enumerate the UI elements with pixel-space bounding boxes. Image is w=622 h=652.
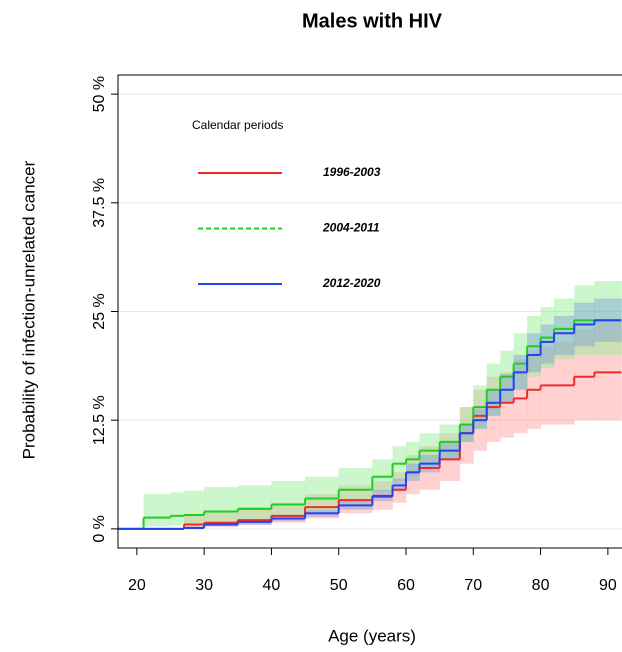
confidence-band: [459, 407, 474, 464]
x-tick-label: 60: [397, 577, 415, 594]
y-tick-label: 0 %: [91, 515, 108, 543]
confidence-band: [406, 454, 420, 495]
legend-label: 2004-2011: [322, 221, 380, 235]
legend-label: 2012-2020: [322, 276, 381, 290]
legend-title: Calendar periods: [192, 118, 283, 132]
chart-title: Males with HIV: [302, 10, 443, 32]
y-tick-label: 25 %: [91, 293, 108, 329]
confidence-band: [594, 281, 622, 355]
confidence-band: [473, 408, 488, 429]
bands: [143, 281, 622, 529]
confidence-band: [513, 333, 528, 390]
y-axis-label: Probability of infection-unrelated cance…: [19, 160, 38, 459]
x-tick-label: 50: [330, 577, 348, 594]
legend-label: 1996-2003: [323, 165, 381, 179]
confidence-band: [271, 481, 306, 517]
confidence-band: [500, 372, 514, 438]
x-tick-label: 20: [128, 577, 146, 594]
confidence-band: [554, 341, 575, 425]
confidence-band: [237, 485, 272, 521]
confidence-band: [540, 324, 555, 364]
x-tick-label: 40: [263, 577, 281, 594]
grid: [118, 93, 622, 530]
x-tick-label: 90: [599, 577, 617, 594]
lines: [118, 319, 622, 530]
confidence-band: [392, 472, 407, 503]
y-tick-label: 50 %: [91, 76, 108, 112]
confidence-band: [183, 490, 205, 525]
confidence-band: [305, 476, 340, 512]
x-axis-label: Age (years): [328, 626, 416, 645]
y-tick-label: 12.5 %: [91, 395, 108, 445]
confidence-band: [527, 333, 541, 373]
confidence-band: [594, 320, 622, 421]
confidence-band: [486, 376, 501, 442]
legend: 1996-2003 2004-2011 2012-2020: [198, 165, 381, 290]
axes: 0 % 12.5 % 25 % 37.5 % 50 % 20 30 40 50 60 70 80 90: [91, 76, 617, 594]
x-tick-label: 30: [195, 577, 213, 594]
confidence-band: [574, 328, 595, 421]
confidence-band: [170, 492, 185, 526]
confidence-band: [143, 494, 171, 527]
x-tick-label: 80: [532, 577, 550, 594]
confidence-band: [439, 433, 461, 482]
confidence-band: [204, 487, 239, 522]
confidence-band: [513, 359, 528, 434]
confidence-band: [554, 315, 575, 355]
confidence-band: [338, 468, 373, 503]
y-tick-label: 37.5 %: [91, 178, 108, 228]
confidence-band: [500, 374, 514, 403]
x-tick-label: 70: [464, 577, 482, 594]
